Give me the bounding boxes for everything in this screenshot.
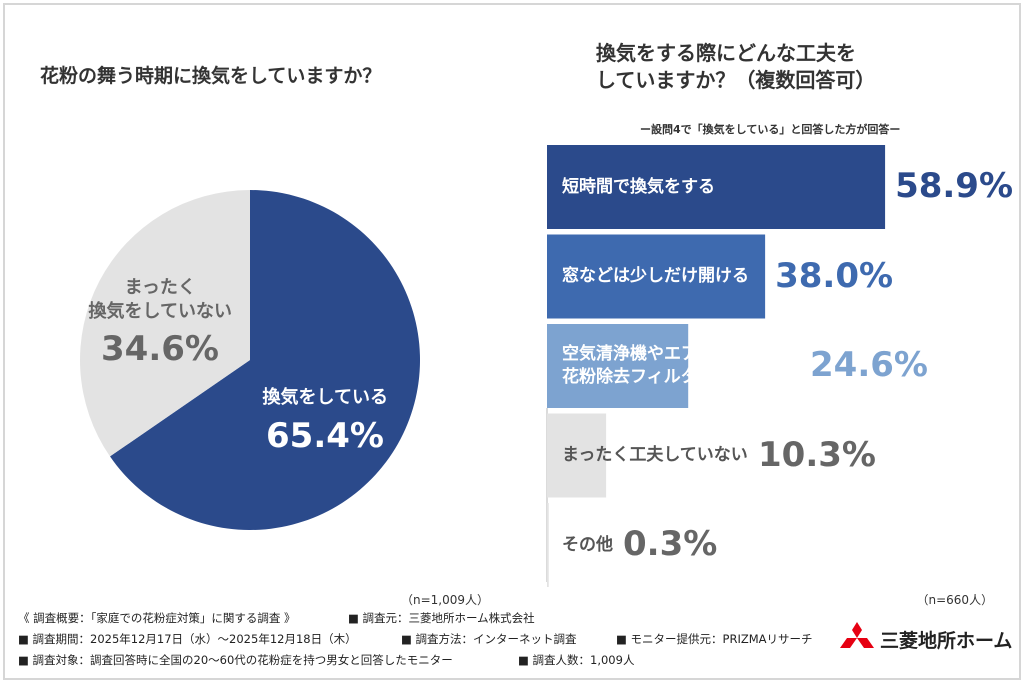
value-label: 24.6%	[810, 345, 928, 385]
chart-title: 花粉の舞う時期に換気をしていますか？	[40, 65, 382, 87]
logo-text: 三菱地所ホーム	[880, 630, 1013, 652]
sample-note: （n=1,009人）	[401, 593, 490, 607]
bar	[547, 413, 607, 498]
footer-text: ■ 調査元：三菱地所ホーム株式会社	[348, 611, 535, 625]
bar	[547, 503, 549, 587]
logo-mark	[840, 622, 874, 648]
sample-note: （n=660人）	[916, 593, 994, 607]
bar	[547, 145, 886, 229]
bar-label: その他	[562, 534, 613, 555]
value-label: 38.0%	[775, 255, 894, 296]
frame	[3, 3, 1021, 680]
footer-text: ■ 調査方法：インターネット調査	[401, 632, 577, 646]
bar	[547, 234, 766, 319]
chart-subtitle: ー設問4で「換気をしている」と回答した方が回答ー	[640, 122, 901, 136]
bar-label: まったく工夫していない	[562, 445, 748, 465]
footer-text: 《 調査概要：「家庭での花粉症対策」に関する調査 》	[18, 611, 296, 625]
pie-slice	[109, 190, 421, 530]
footer-text: ■ モニター提供元：PRIZMAリサーチ	[616, 632, 813, 646]
footer-text: ■ 調査期間：2025年12月17日（水）〜2025年12月18日（木）	[18, 632, 357, 646]
pie-slice	[80, 190, 250, 457]
slice-label: 換気をしている	[262, 387, 388, 408]
bar-label: 窓などは少しだけ開ける	[562, 266, 749, 286]
slice-label: まったく 換気をしていない	[88, 276, 232, 322]
value-label: 0.3%	[623, 524, 718, 564]
slice-value: 34.6%	[101, 329, 219, 369]
bar	[547, 324, 689, 408]
footer-text: ■ 調査対象：調査回答時に全国の20〜60代の花粉症を持つ男女と回答したモニター	[18, 653, 453, 667]
value-label: 10.3%	[758, 434, 876, 475]
value-label: 58.9%	[895, 166, 1014, 206]
bar-label: 空気清浄機やエアコンの 花粉除去フィルターなどを使う	[562, 344, 800, 387]
slice-value: 65.4%	[266, 416, 384, 456]
footer-text: ■ 調査人数：1,009人	[518, 653, 635, 667]
chart-title: 換気をする際にどんな工夫を していますか？（複数回答可）	[596, 41, 876, 92]
bar-label: 短時間で換気をする	[562, 176, 715, 197]
